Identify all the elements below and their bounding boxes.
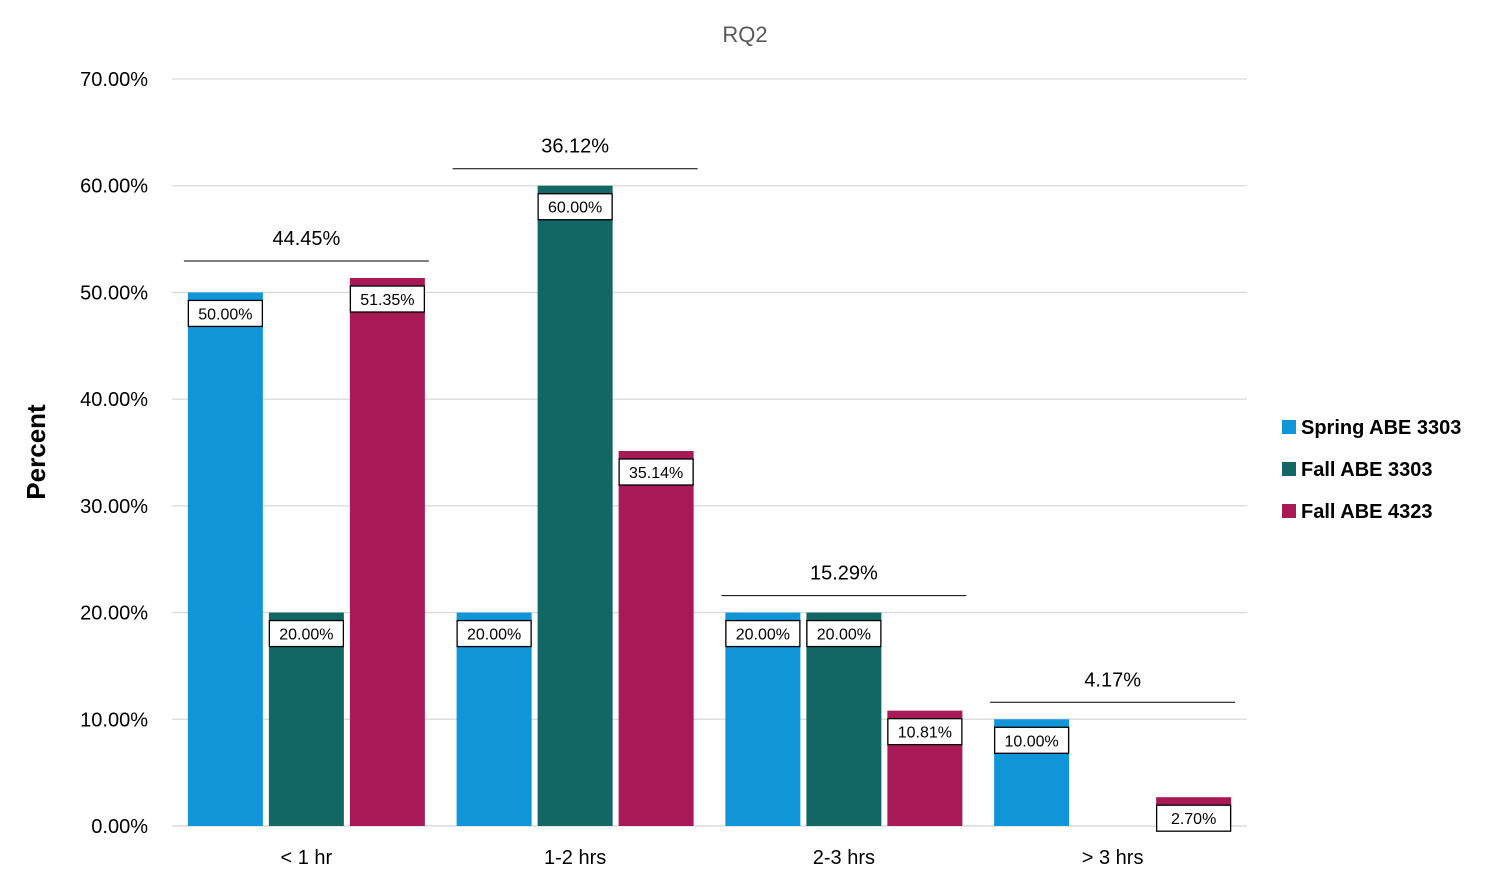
group-average-label: 4.17% <box>1084 669 1141 691</box>
data-label-box <box>268 619 345 648</box>
x-tick-label: < 1 hr <box>281 847 333 869</box>
bar <box>725 612 801 826</box>
data-label: 2.70% <box>1171 811 1216 828</box>
y-axis-label: Percent <box>21 404 51 500</box>
bar <box>456 612 532 826</box>
x-tick-label: > 3 hrs <box>1082 847 1144 869</box>
legend-label: Fall ABE 4323 <box>1301 501 1433 523</box>
data-label: 50.00% <box>198 306 252 323</box>
data-label-box <box>887 717 963 746</box>
x-axis-ticks: < 1 hr 1-2 hrs 2-3 hrs > 3 hrs <box>281 847 1144 869</box>
legend-label: Spring ABE 3303 <box>1301 417 1461 439</box>
data-label-box <box>725 619 801 648</box>
data-label-box <box>537 193 613 221</box>
data-label: 35.14% <box>629 465 683 482</box>
chart-title: RQ2 <box>722 22 767 47</box>
legend-label: Fall ABE 3303 <box>1301 459 1433 481</box>
data-label: 60.00% <box>548 200 602 217</box>
group-average-label: 15.29% <box>810 563 878 585</box>
data-label-box <box>349 285 426 313</box>
legend: Spring ABE 3303 Fall ABE 3303 Fall ABE 432… <box>1282 417 1461 523</box>
bar <box>806 612 882 826</box>
bar <box>349 278 425 826</box>
data-label-box <box>187 299 264 328</box>
bar <box>268 612 344 826</box>
data-label: 10.81% <box>898 725 952 742</box>
x-tick-label: 2-3 hrs <box>813 847 875 869</box>
data-label: 20.00% <box>817 627 871 644</box>
bar <box>618 451 694 826</box>
data-label-box <box>618 458 694 486</box>
y-tick-label: 60.00% <box>80 176 148 198</box>
data-label-box <box>456 619 532 648</box>
data-label-box <box>806 619 882 648</box>
data-label: 20.00% <box>467 627 521 644</box>
legend-swatch <box>1282 420 1296 434</box>
y-tick-label: 0.00% <box>91 816 148 838</box>
y-tick-label: 20.00% <box>80 603 148 625</box>
y-tick-label: 70.00% <box>80 69 148 91</box>
y-tick-label: 30.00% <box>80 496 148 518</box>
data-label: 10.00% <box>1004 733 1058 750</box>
y-axis-ticks: 0.00% 10.00% 20.00% 30.00% 40.00% 50.00% 60.00… <box>80 69 148 838</box>
legend-swatch <box>1282 504 1296 518</box>
data-label-box <box>993 726 1070 754</box>
bar <box>187 292 263 826</box>
y-tick-label: 40.00% <box>80 389 148 411</box>
group-average-markers: 44.45% 36.12% 15.29% 4.17% <box>183 136 1236 703</box>
bars: 50.00% 20.00% 51.35% 20.00% 60.00% 35.14% 20.0… <box>187 185 1232 832</box>
data-label-box <box>1155 804 1232 832</box>
data-label: 20.00% <box>736 627 790 644</box>
data-label: 20.00% <box>279 627 333 644</box>
x-tick-label: 1-2 hrs <box>544 847 606 869</box>
group-average-label: 36.12% <box>541 136 609 158</box>
legend-swatch <box>1282 462 1296 476</box>
y-tick-label: 50.00% <box>80 282 148 304</box>
bar <box>537 185 613 826</box>
y-tick-label: 10.00% <box>80 709 148 731</box>
group-average-label: 44.45% <box>272 228 340 250</box>
data-label: 51.35% <box>360 292 414 309</box>
